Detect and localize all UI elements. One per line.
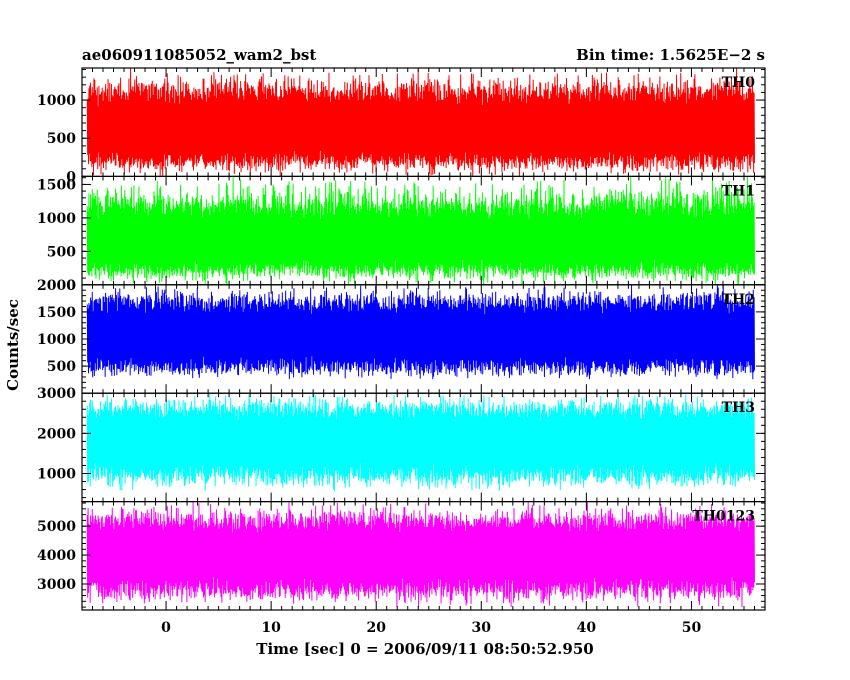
panel-trace-group <box>86 284 755 380</box>
y-tick-label: 5000 <box>37 519 76 535</box>
y-tick-label: 0 <box>66 169 76 185</box>
y-tick-label: 4000 <box>37 548 76 564</box>
panel-label-th0123: TH0123 <box>692 509 755 525</box>
y-tick-label: 1000 <box>37 211 76 227</box>
y-tick-label: 500 <box>47 359 76 375</box>
y-tick-label: 0 <box>66 278 76 294</box>
series-line-th0 <box>86 68 755 177</box>
chart-title-right: Bin time: 1.5625E−2 s <box>576 46 765 64</box>
y-tick-label: 2000 <box>37 278 76 294</box>
x-axis-label: Time [sec] 0 = 2006/09/11 08:50:52.950 <box>256 640 593 658</box>
x-axis: 0 10 20 30 40 50 <box>161 620 701 636</box>
series-line-th2 <box>86 284 755 380</box>
y-tick-label: 1000 <box>37 93 76 109</box>
panel-label-th3: TH3 <box>722 400 755 416</box>
panel-label-th0: TH0 <box>722 75 756 91</box>
panel-th1: 0 500 1000 1500 TH1 <box>37 175 766 294</box>
panel-frame <box>81 501 766 611</box>
x-tick-label: 40 <box>577 620 597 636</box>
y-tick-label: 1500 <box>37 177 76 193</box>
panel-label-th1: TH1 <box>722 183 755 199</box>
chart-title-left: ae060911085052_wam2_bst <box>82 46 316 64</box>
y-tick-label: 1000 <box>37 332 76 348</box>
y-tick-label: 3000 <box>37 386 76 402</box>
series-line-th1 <box>86 176 755 285</box>
panel-th3: 1000 2000 3000 TH3 <box>37 386 766 503</box>
x-tick-label: 50 <box>682 620 702 636</box>
x-tick-label: 30 <box>472 620 492 636</box>
panel-th2: 500 1000 1500 2000 TH2 <box>37 278 766 394</box>
panel-trace-group <box>86 501 755 608</box>
y-axis-label: Counts/sec <box>4 299 22 391</box>
panel-trace-group <box>86 68 755 177</box>
panel-th0123: 3000 4000 5000 TH0123 <box>37 501 766 611</box>
y-tick-label: 2000 <box>37 426 76 442</box>
panel-th0: 0 500 1000 TH0 <box>37 67 766 185</box>
panel-trace-group <box>86 176 755 285</box>
y-tick-label: 1500 <box>37 305 76 321</box>
panel-trace-group <box>86 393 755 492</box>
x-tick-label: 0 <box>161 620 171 636</box>
panel-label-th2: TH2 <box>722 292 755 308</box>
x-tick-label: 20 <box>366 620 386 636</box>
panels-group: 0 500 1000 TH0 0 500 1000 1500 TH1 500 1000 1500 200… <box>37 67 766 611</box>
y-tick-label: 1000 <box>37 466 76 482</box>
series-line-th3 <box>86 393 755 492</box>
y-tick-label: 500 <box>47 131 76 147</box>
y-tick-label: 3000 <box>37 577 76 593</box>
x-tick-label: 10 <box>261 620 281 636</box>
series-line-th0123 <box>86 501 755 608</box>
y-tick-label: 500 <box>47 244 76 260</box>
